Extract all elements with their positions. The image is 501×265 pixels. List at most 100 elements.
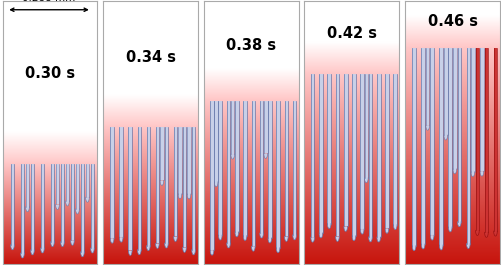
Polygon shape	[76, 164, 79, 209]
Polygon shape	[475, 48, 479, 231]
Polygon shape	[187, 194, 191, 199]
Polygon shape	[174, 127, 177, 236]
Text: 0.42 s: 0.42 s	[327, 26, 377, 41]
Polygon shape	[192, 127, 195, 250]
Polygon shape	[421, 244, 425, 249]
Polygon shape	[160, 127, 164, 180]
Polygon shape	[268, 100, 272, 238]
Polygon shape	[147, 127, 150, 246]
Polygon shape	[156, 127, 159, 243]
Polygon shape	[61, 242, 64, 247]
Polygon shape	[26, 164, 29, 207]
Polygon shape	[66, 164, 69, 201]
Polygon shape	[344, 74, 348, 226]
Polygon shape	[385, 228, 389, 233]
Polygon shape	[227, 100, 230, 243]
Polygon shape	[352, 236, 356, 241]
Polygon shape	[51, 242, 54, 247]
Polygon shape	[174, 236, 177, 241]
Polygon shape	[276, 248, 280, 253]
Text: 0.288 mm: 0.288 mm	[23, 0, 76, 3]
Polygon shape	[412, 48, 416, 246]
Polygon shape	[218, 235, 222, 240]
Polygon shape	[430, 48, 434, 235]
Polygon shape	[444, 135, 447, 140]
Polygon shape	[192, 250, 195, 255]
Polygon shape	[214, 182, 218, 187]
Polygon shape	[252, 100, 255, 246]
Polygon shape	[235, 100, 238, 232]
Polygon shape	[293, 100, 297, 235]
Polygon shape	[119, 127, 123, 237]
Polygon shape	[480, 171, 484, 176]
Polygon shape	[178, 194, 182, 199]
Polygon shape	[61, 164, 64, 242]
Polygon shape	[430, 235, 434, 240]
Polygon shape	[426, 125, 429, 130]
Polygon shape	[137, 127, 141, 250]
Polygon shape	[285, 236, 288, 241]
Polygon shape	[493, 231, 497, 236]
Polygon shape	[71, 164, 74, 240]
Polygon shape	[352, 74, 356, 236]
Polygon shape	[319, 74, 323, 233]
Polygon shape	[231, 154, 234, 159]
Polygon shape	[110, 127, 114, 238]
Polygon shape	[218, 100, 222, 235]
Polygon shape	[493, 48, 497, 231]
Polygon shape	[11, 164, 15, 245]
Polygon shape	[210, 100, 214, 250]
Text: 0.30 s: 0.30 s	[25, 67, 75, 81]
Polygon shape	[128, 127, 132, 250]
Polygon shape	[91, 164, 94, 248]
Polygon shape	[41, 164, 44, 248]
Polygon shape	[327, 223, 331, 228]
Polygon shape	[453, 169, 456, 174]
Polygon shape	[243, 100, 247, 236]
Polygon shape	[91, 248, 94, 253]
Polygon shape	[444, 48, 447, 135]
Polygon shape	[276, 100, 280, 248]
Polygon shape	[421, 48, 425, 244]
Polygon shape	[311, 237, 315, 242]
Polygon shape	[365, 178, 368, 183]
Polygon shape	[31, 250, 34, 255]
Polygon shape	[147, 246, 150, 251]
Polygon shape	[183, 247, 186, 252]
Polygon shape	[377, 74, 381, 237]
Polygon shape	[466, 48, 470, 244]
Polygon shape	[187, 127, 191, 194]
Polygon shape	[260, 100, 264, 233]
Polygon shape	[243, 236, 247, 241]
Polygon shape	[484, 232, 488, 237]
Polygon shape	[360, 74, 364, 229]
Polygon shape	[360, 229, 364, 234]
Polygon shape	[56, 205, 59, 209]
Polygon shape	[336, 74, 339, 236]
Polygon shape	[439, 48, 443, 245]
Polygon shape	[475, 231, 479, 236]
Text: 0.38 s: 0.38 s	[226, 38, 277, 53]
Polygon shape	[393, 225, 397, 229]
Polygon shape	[369, 237, 372, 242]
Polygon shape	[235, 232, 238, 237]
Polygon shape	[31, 164, 34, 250]
Polygon shape	[137, 250, 141, 255]
Polygon shape	[453, 48, 456, 169]
Polygon shape	[41, 248, 44, 253]
Polygon shape	[21, 253, 24, 258]
Polygon shape	[71, 240, 74, 245]
Polygon shape	[319, 233, 323, 238]
Polygon shape	[327, 74, 331, 223]
Polygon shape	[448, 48, 452, 227]
Polygon shape	[128, 250, 132, 255]
Polygon shape	[26, 207, 29, 212]
Polygon shape	[210, 250, 214, 255]
Text: 0.34 s: 0.34 s	[126, 50, 176, 65]
Polygon shape	[457, 48, 461, 222]
Polygon shape	[377, 237, 381, 242]
Polygon shape	[268, 238, 272, 243]
Polygon shape	[160, 180, 164, 185]
Polygon shape	[252, 246, 255, 251]
Polygon shape	[365, 74, 368, 178]
